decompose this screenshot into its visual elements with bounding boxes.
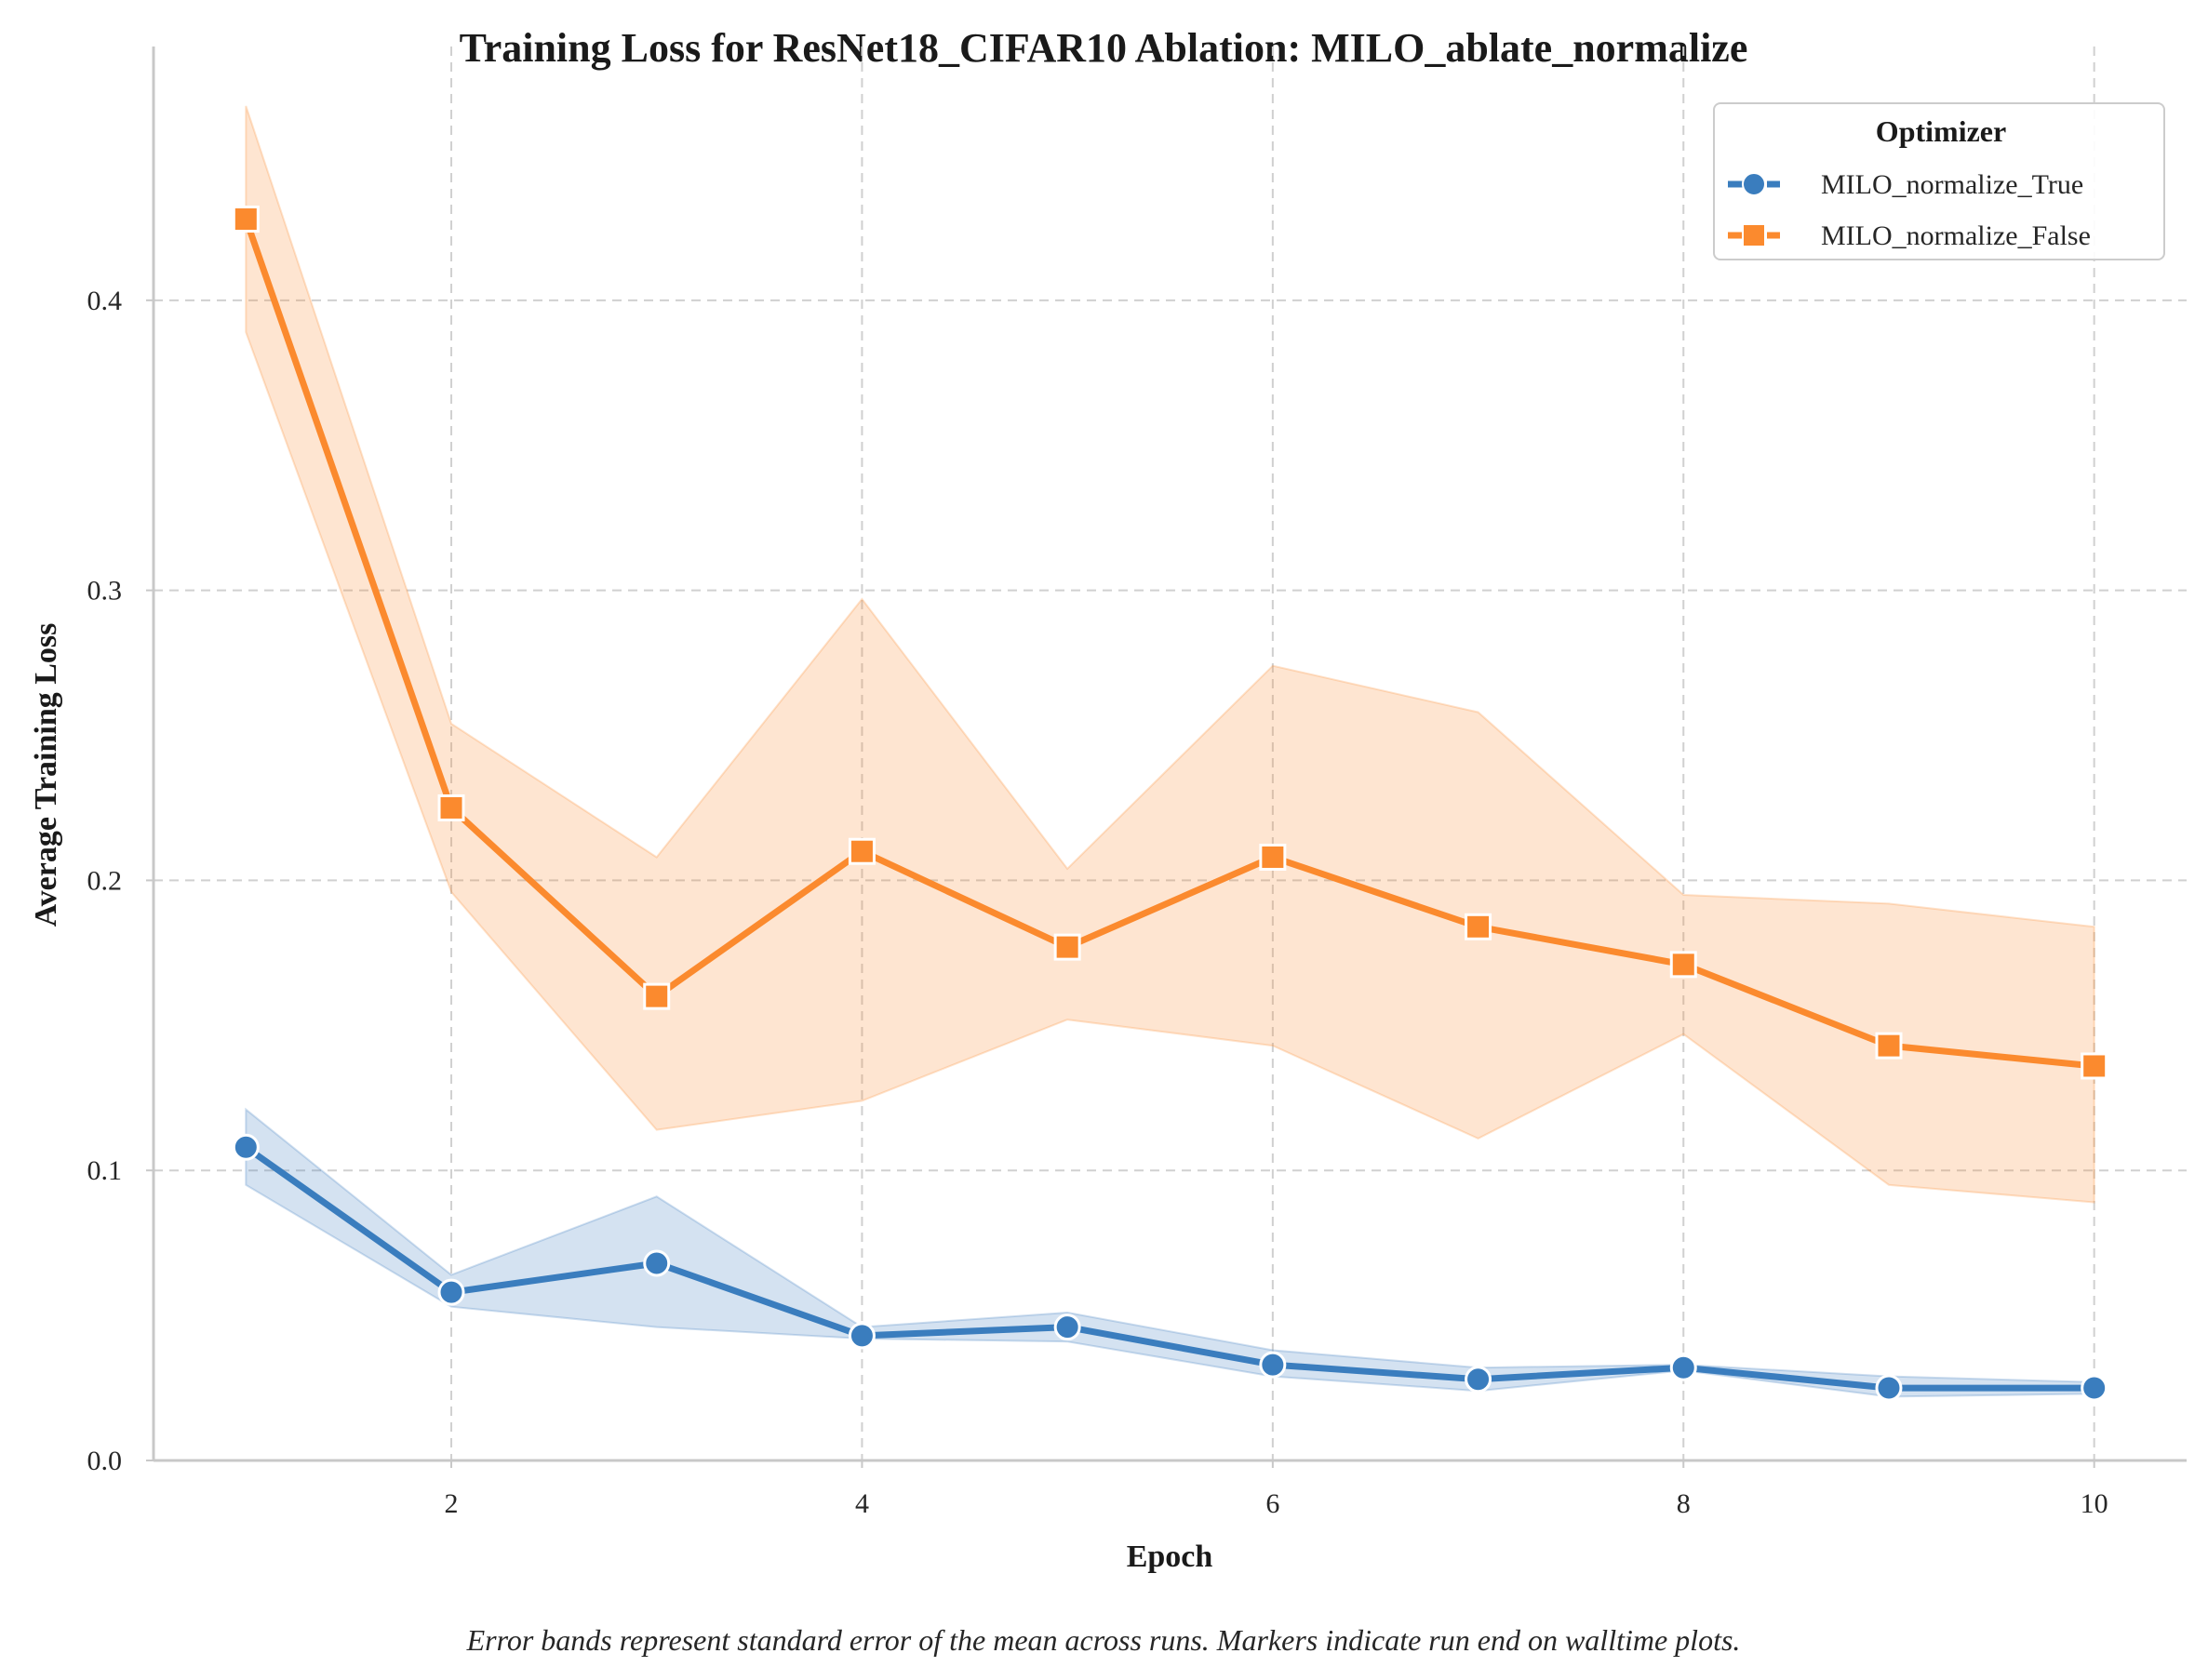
y-tick-labels: 0.0 0.1 0.2 0.3 0.4 <box>87 286 154 1476</box>
x-tick-label: 2 <box>445 1488 459 1519</box>
data-point <box>1465 913 1492 940</box>
x-tick-label: 6 <box>1265 1488 1279 1519</box>
data-point <box>232 206 260 233</box>
x-axis-label: Epoch <box>1127 1540 1213 1574</box>
series-lines <box>242 216 2098 1392</box>
data-point <box>2081 1374 2108 1402</box>
error-band-MILO_normalize_False <box>245 105 2095 1204</box>
data-point <box>1259 843 1287 871</box>
legend-label: MILO_normalize_False <box>1821 220 2091 251</box>
legend-marker-square <box>1742 223 1766 247</box>
data-point <box>1053 1313 1081 1341</box>
y-tick-label: 0.1 <box>87 1155 123 1186</box>
series-line-MILO_normalize_True <box>242 1143 2098 1392</box>
legend-label: MILO_normalize_True <box>1821 169 2083 200</box>
data-point <box>1669 951 1697 979</box>
error-band-MILO_normalize_True <box>245 1107 2095 1398</box>
x-tick-label: 10 <box>2081 1488 2108 1519</box>
data-point <box>643 982 671 1010</box>
grid <box>154 47 2187 1460</box>
data-point <box>1259 1351 1287 1379</box>
data-point <box>1669 1353 1697 1381</box>
data-point <box>848 1322 876 1350</box>
data-point <box>1875 1032 1903 1060</box>
x-tick-label: 4 <box>855 1488 869 1519</box>
chart-caption: Error bands represent standard error of … <box>466 1623 1741 1657</box>
y-tick-label: 0.3 <box>87 576 123 607</box>
y-tick-label: 0.4 <box>87 286 123 316</box>
data-point <box>1465 1366 1492 1393</box>
x-tick-labels: 2 4 6 8 10 <box>445 1460 2108 1519</box>
data-point <box>2081 1052 2108 1080</box>
legend-frame <box>1713 102 2165 260</box>
data-point <box>1053 933 1081 961</box>
legend-title: Optimizer <box>1876 114 2006 148</box>
chart-title: Training Loss for ResNet18_CIFAR10 Ablat… <box>460 25 1748 71</box>
legend-entries: MILO_normalize_True MILO_normalize_False <box>1728 169 2091 251</box>
legend-marker-circle <box>1742 172 1766 196</box>
x-tick-label: 8 <box>1677 1488 1691 1519</box>
series-markers <box>232 206 2108 1402</box>
data-point <box>437 793 465 821</box>
y-axis-label: Average Training Loss <box>29 623 63 927</box>
legend: Optimizer MILO_normalize_TrueMILO_normal… <box>1713 102 2165 260</box>
data-point <box>848 837 876 865</box>
data-point <box>643 1249 671 1277</box>
y-tick-label: 0.0 <box>87 1446 123 1476</box>
data-point <box>1875 1374 1903 1402</box>
y-tick-label: 0.2 <box>87 865 123 896</box>
series-line-MILO_normalize_False <box>242 216 2098 1070</box>
data-point <box>437 1278 465 1306</box>
data-point <box>232 1133 260 1161</box>
